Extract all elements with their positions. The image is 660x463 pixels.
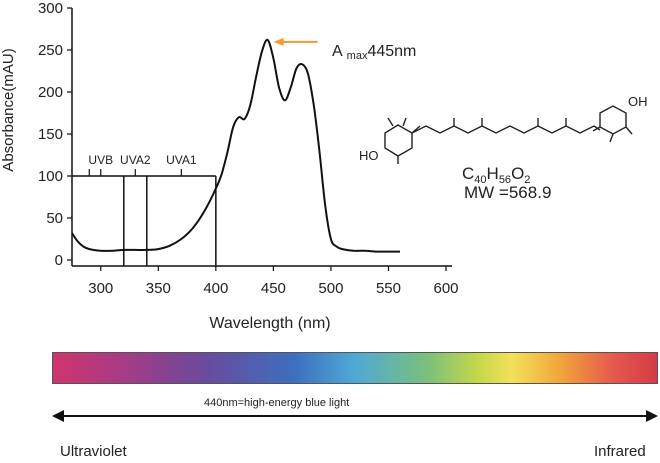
uv-region-label: UVA1 bbox=[166, 153, 197, 167]
annotation-arrowhead bbox=[273, 37, 284, 46]
y-tick-label: 50 bbox=[46, 210, 63, 227]
molecular-weight: MW =568.9 bbox=[464, 183, 551, 202]
uv-region-markers: UVB UVA2 UVA1 bbox=[72, 153, 217, 266]
molecule-label-right: OH bbox=[628, 94, 648, 109]
chart-ticks: 0 50 100 150 200 250 300 300 350 400 450 500 550 600 bbox=[38, 0, 459, 297]
y-axis-label: Absorbance(mAU) bbox=[0, 48, 17, 171]
molecule-label-left: HO bbox=[359, 148, 379, 163]
x-tick-label: 450 bbox=[261, 280, 286, 297]
x-tick-label: 350 bbox=[146, 280, 171, 297]
y-tick-label: 250 bbox=[38, 42, 63, 59]
uv-region-label: UVA2 bbox=[120, 153, 151, 167]
y-tick-label: 200 bbox=[38, 84, 63, 101]
y-tick-label: 150 bbox=[38, 126, 63, 143]
x-tick-label: 300 bbox=[88, 280, 113, 297]
visible-spectrum-bar bbox=[52, 352, 658, 384]
x-tick-label: 600 bbox=[433, 280, 458, 297]
y-tick-label: 100 bbox=[38, 168, 63, 185]
arrow-caption: 440nm=high-energy blue light bbox=[204, 397, 350, 409]
y-tick-label: 0 bbox=[55, 252, 63, 269]
uv-region-label: UVB bbox=[88, 153, 113, 167]
molecule-structure bbox=[384, 105, 633, 164]
x-axis-label: Wavelength (nm) bbox=[209, 315, 330, 332]
x-tick-label: 500 bbox=[318, 280, 343, 297]
spectrum-arrow bbox=[52, 410, 658, 422]
series-line bbox=[71, 38, 400, 253]
ultraviolet-label: Ultraviolet bbox=[60, 443, 127, 460]
molecular-formula: C40H56O2 bbox=[462, 164, 530, 186]
x-tick-label: 400 bbox=[203, 280, 228, 297]
y-tick-label: 300 bbox=[38, 0, 63, 17]
infrared-label: Infrared bbox=[594, 443, 646, 460]
x-tick-label: 550 bbox=[376, 280, 401, 297]
